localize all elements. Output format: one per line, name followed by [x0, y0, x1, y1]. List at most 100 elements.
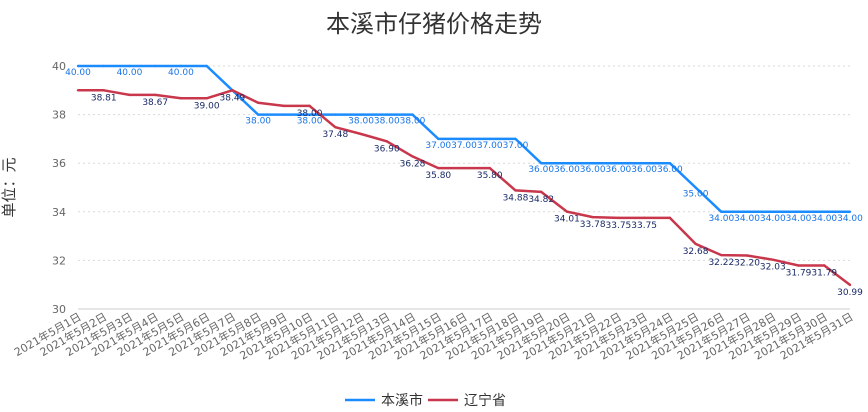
series-0-point: [359, 113, 363, 116]
chart-title: 本溪市仔猪价格走势: [326, 10, 542, 38]
series-1-data-label: 31.79: [811, 269, 837, 279]
series-0-point: [617, 162, 620, 165]
series-1-point: [797, 264, 800, 267]
series-1-data-label: 33.78: [580, 220, 606, 230]
series-0-data-label: 34.00: [811, 214, 837, 224]
y-tick-label: 30: [52, 303, 66, 316]
series-1-data-label: 32.68: [683, 247, 709, 257]
series-0-data-label: 40.00: [65, 68, 91, 78]
series-0-data-label: 34.00: [734, 214, 760, 224]
series-1-data-label: 38.49: [220, 93, 246, 103]
series-1-data-label: 34.88: [503, 193, 529, 203]
series-1-point: [745, 254, 749, 257]
series-0-point: [282, 113, 286, 116]
series-0-data-label: 37.00: [477, 141, 503, 151]
series-1-point: [462, 166, 466, 170]
series-1-point: [102, 89, 105, 92]
series-1-point: [282, 104, 286, 108]
series-0-point: [565, 162, 569, 165]
series-0-point: [823, 210, 826, 213]
series-1-data-label: 35.80: [477, 171, 503, 181]
y-tick-label: 38: [52, 109, 66, 122]
series-0-point: [385, 113, 388, 116]
series-0-point: [540, 162, 543, 165]
y-axis-label: 单位：元: [0, 157, 18, 217]
series-1-data-label: 34.01: [554, 215, 580, 225]
series-1-point: [694, 242, 697, 246]
series-0-point: [848, 210, 852, 213]
axis-layer: 3032343638402021年5月1日2021年5月2日2021年5月3日2…: [0, 60, 856, 363]
y-tick-label: 32: [52, 254, 66, 267]
series-1-data-label: 37.48: [322, 130, 348, 140]
series-0-point: [205, 64, 208, 68]
series-1-data-label: 34.82: [528, 195, 554, 205]
series-1-data-label: 38.67: [142, 98, 168, 108]
series-0-data-label: 40.00: [168, 68, 194, 78]
series-0-data-label: 38.00: [374, 117, 400, 127]
series-0-data-label: 37.00: [425, 141, 451, 151]
y-tick-label: 40: [52, 60, 66, 73]
series-0-data-label: 36.00: [657, 165, 683, 175]
series-1-point: [642, 216, 646, 220]
series-1-point: [154, 93, 157, 97]
series-0-point: [411, 113, 414, 116]
series-1-point: [231, 89, 234, 92]
series-1-point: [848, 283, 852, 287]
series-0-point: [154, 64, 157, 68]
series-1-point: [437, 166, 440, 170]
series-1-point: [540, 190, 543, 194]
series-0-data-label: 35.00: [683, 190, 709, 200]
series-0-data-label: 34.00: [760, 214, 786, 224]
series-0-data-label: 36.00: [631, 165, 657, 175]
series-1-data-label: 39.00: [194, 101, 220, 111]
series-1-point: [256, 101, 260, 104]
series-0-point: [642, 162, 646, 165]
series-1-data-label: 36.90: [374, 144, 400, 154]
series-0-data-label: 36.00: [554, 165, 580, 175]
series-0-point: [128, 64, 131, 68]
series-1-data-label: 38.00: [297, 109, 323, 119]
series-1-point: [720, 253, 723, 257]
series-1-point: [591, 215, 594, 219]
series-1-data-label: 31.79: [786, 269, 812, 279]
series-0-point: [591, 162, 594, 165]
series-0-data-label: 40.00: [117, 68, 143, 78]
series-1-data-label: 32.03: [760, 263, 786, 273]
series-0-data-label: 38.00: [348, 117, 374, 127]
series-0-data-label: 38.00: [245, 117, 271, 127]
series-1-point: [385, 140, 388, 143]
series-1-data-label: 32.22: [708, 258, 734, 268]
series-0-point: [437, 137, 440, 141]
series-0-data-label: 36.00: [528, 165, 554, 175]
series-0-data-label: 36.00: [606, 165, 632, 175]
series-0-point: [308, 113, 311, 116]
series-1-point: [668, 216, 672, 220]
series-0-data-label: 34.00: [786, 214, 812, 224]
series-1-point: [76, 89, 80, 92]
series-1-data-label: 35.80: [425, 171, 451, 181]
series-1-point: [308, 104, 311, 108]
series-0-point: [102, 64, 105, 68]
series-1-data-label: 38.81: [91, 93, 117, 103]
series-1-point: [823, 264, 826, 267]
series-1-point: [488, 166, 491, 170]
series-0-point: [668, 162, 672, 165]
series-1-point: [205, 97, 208, 100]
series-1-data-label: 33.75: [631, 221, 657, 231]
series-1-data-label: 36.28: [400, 159, 426, 169]
series-0-point: [462, 137, 466, 141]
series-0-data-label: 34.00: [837, 214, 863, 224]
series-1-point: [411, 155, 414, 158]
series-0-point: [797, 210, 800, 213]
series-1-point: [179, 97, 183, 100]
series-0-point: [694, 186, 697, 189]
series-0-point: [745, 210, 749, 213]
series-0-data-label: 37.00: [451, 141, 477, 151]
series-0-data-label: 38.00: [297, 117, 323, 127]
series-1-point: [334, 126, 337, 129]
legend[interactable]: 本溪市 辽宁省: [345, 392, 506, 409]
series-0-point: [256, 113, 260, 116]
legend-label-0: 本溪市: [381, 392, 423, 409]
legend-label-1: 辽宁省: [464, 392, 506, 409]
